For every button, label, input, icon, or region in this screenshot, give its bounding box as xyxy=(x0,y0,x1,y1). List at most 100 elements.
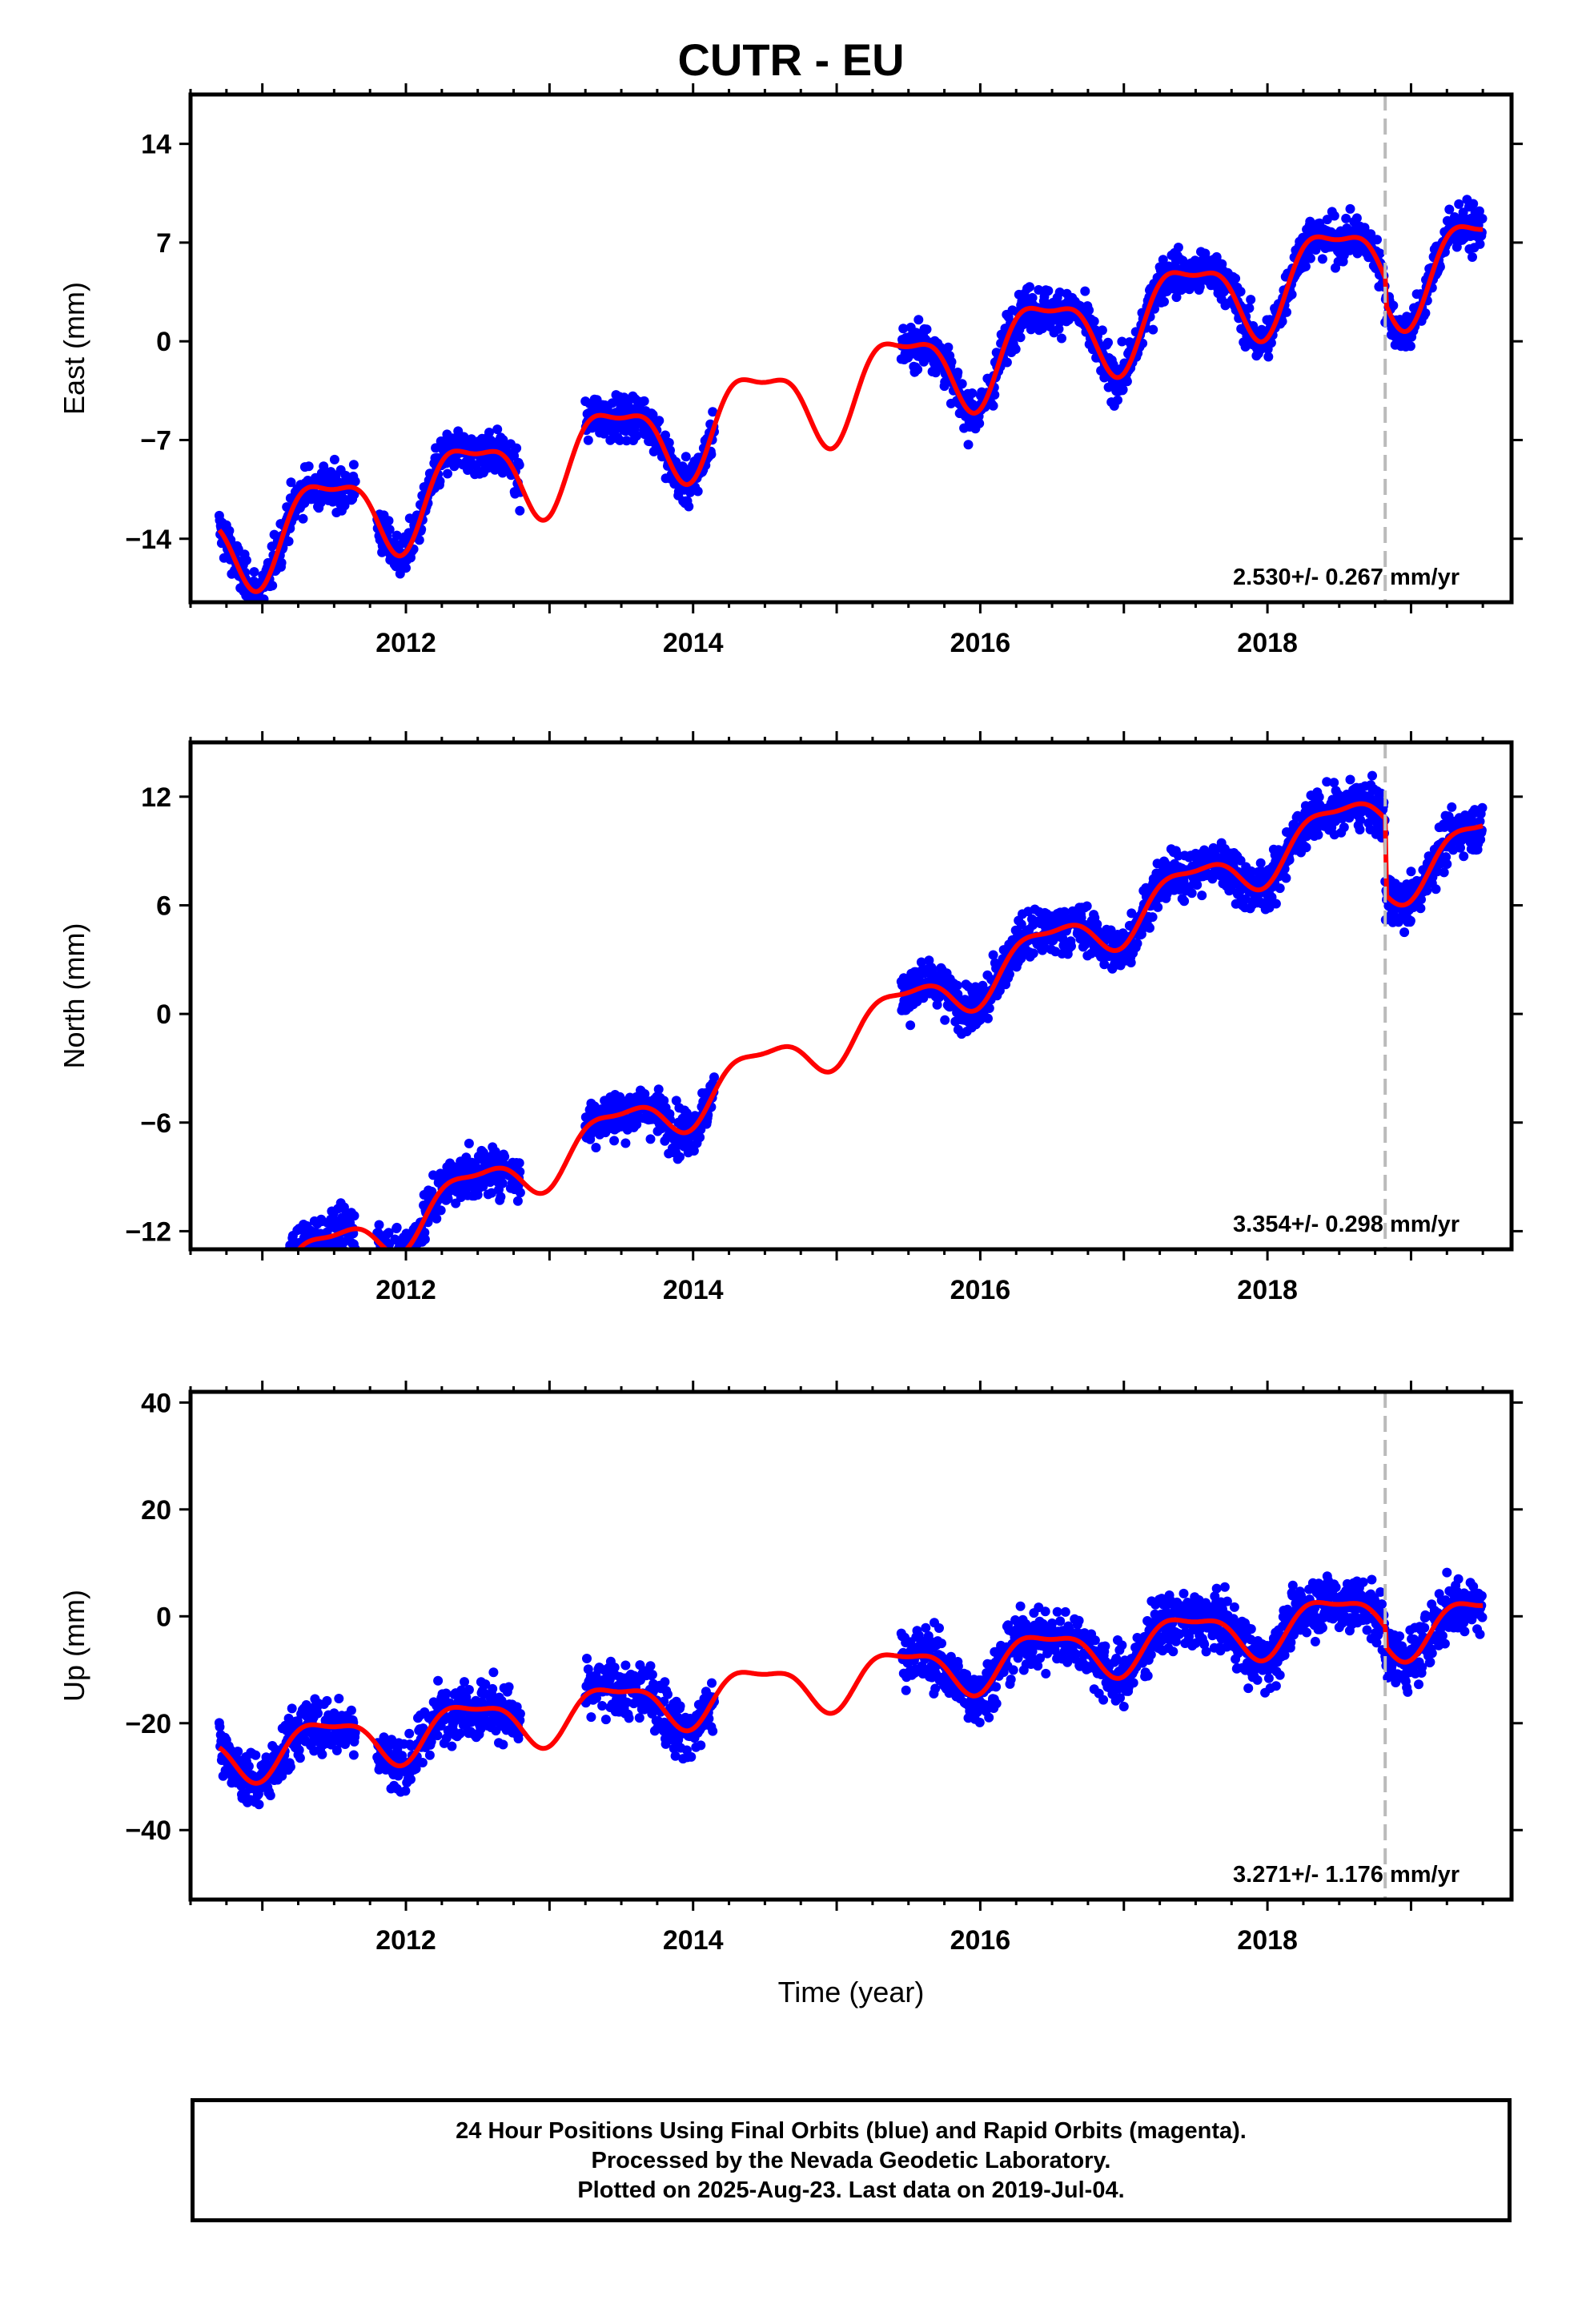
data-point xyxy=(219,1281,228,1290)
data-point xyxy=(241,1311,251,1321)
data-point xyxy=(515,1188,525,1198)
data-point xyxy=(223,1296,233,1305)
data-point xyxy=(383,1261,392,1271)
data-point xyxy=(259,1304,269,1313)
data-point xyxy=(276,557,287,568)
data-point xyxy=(259,1286,268,1296)
data-point xyxy=(496,1192,506,1202)
data-point xyxy=(675,1152,685,1162)
data-point xyxy=(1197,891,1207,901)
data-point xyxy=(295,1253,305,1263)
data-point xyxy=(1475,239,1485,249)
data-point xyxy=(267,581,278,591)
data-point xyxy=(963,440,974,450)
data-point xyxy=(1406,866,1416,877)
data-point xyxy=(387,1253,397,1263)
data-point xyxy=(274,1278,283,1288)
data-point xyxy=(1477,802,1488,813)
data-point xyxy=(1186,888,1197,899)
data-point xyxy=(391,1222,402,1232)
data-point xyxy=(1059,907,1070,917)
data-point xyxy=(268,1266,278,1276)
data-point xyxy=(293,1253,303,1263)
data-point xyxy=(1255,858,1266,868)
rate-label: 2.530+/- 0.267 mm/yr xyxy=(1233,565,1460,590)
y-tick-label: −7 xyxy=(140,425,171,456)
data-point xyxy=(250,1318,259,1328)
data-point xyxy=(1010,344,1021,354)
data-point xyxy=(905,1020,916,1031)
data-point xyxy=(228,1309,238,1318)
data-point xyxy=(252,1299,262,1309)
data-point xyxy=(379,1732,389,1743)
data-point xyxy=(1103,382,1114,392)
data-point xyxy=(512,1196,523,1206)
data-point xyxy=(441,1688,452,1699)
data-point xyxy=(1301,842,1311,853)
data-point xyxy=(350,476,360,487)
data-point xyxy=(251,1310,260,1320)
x-tick-label: 2012 xyxy=(375,1275,436,1305)
data-point xyxy=(303,461,314,472)
data-point xyxy=(227,1266,236,1276)
data-point xyxy=(291,1256,301,1265)
data-point xyxy=(1122,376,1132,387)
data-point xyxy=(974,418,985,428)
data-point xyxy=(1244,303,1255,313)
data-point xyxy=(385,1264,395,1273)
data-point xyxy=(1231,273,1241,283)
data-point xyxy=(219,1299,229,1309)
plot-area-north xyxy=(218,770,1488,1328)
data-point xyxy=(349,1211,359,1221)
data-point xyxy=(260,1265,270,1275)
y-tick-label: −6 xyxy=(140,1108,171,1139)
data-point xyxy=(1441,852,1452,862)
data-point xyxy=(299,1252,308,1262)
data-point xyxy=(1054,287,1065,297)
data-point xyxy=(1476,834,1486,845)
data-point xyxy=(671,1096,681,1106)
data-point xyxy=(1208,842,1219,853)
data-point xyxy=(957,379,967,389)
data-point xyxy=(1355,814,1366,825)
data-point xyxy=(436,1205,446,1216)
data-point xyxy=(1447,802,1457,812)
data-point xyxy=(681,452,691,462)
data-point xyxy=(1322,777,1332,787)
model-line-north xyxy=(295,801,1484,1249)
data-point xyxy=(275,1273,285,1283)
data-point xyxy=(464,1138,474,1148)
data-point xyxy=(1444,204,1455,215)
data-point xyxy=(283,537,294,546)
data-point xyxy=(271,1273,280,1283)
data-point xyxy=(401,563,411,573)
data-point xyxy=(1016,919,1026,930)
data-point xyxy=(514,1158,524,1168)
data-point xyxy=(1322,215,1332,225)
data-point xyxy=(266,1289,275,1299)
x-tick-label: 2018 xyxy=(1237,1275,1298,1305)
data-point xyxy=(374,1220,384,1230)
data-point xyxy=(1415,903,1426,914)
data-point xyxy=(913,364,923,375)
y-tick-label: −14 xyxy=(125,525,171,555)
data-point xyxy=(218,1295,227,1305)
data-point xyxy=(350,1727,360,1738)
data-point xyxy=(221,1283,231,1293)
x-tick-label: 2014 xyxy=(663,628,724,658)
data-point xyxy=(695,1132,705,1143)
data-point xyxy=(229,1302,239,1312)
data-point xyxy=(280,1297,290,1307)
data-point xyxy=(231,1291,240,1301)
data-point xyxy=(632,1120,642,1129)
data-point xyxy=(276,1283,286,1293)
data-point xyxy=(255,1304,265,1313)
data-point xyxy=(583,435,593,445)
data-point xyxy=(1341,213,1351,223)
data-point xyxy=(226,1297,235,1307)
data-point xyxy=(285,1762,295,1772)
data-point xyxy=(639,396,649,406)
data-point xyxy=(640,1089,650,1099)
data-point xyxy=(262,1284,271,1293)
data-point xyxy=(252,1305,262,1315)
